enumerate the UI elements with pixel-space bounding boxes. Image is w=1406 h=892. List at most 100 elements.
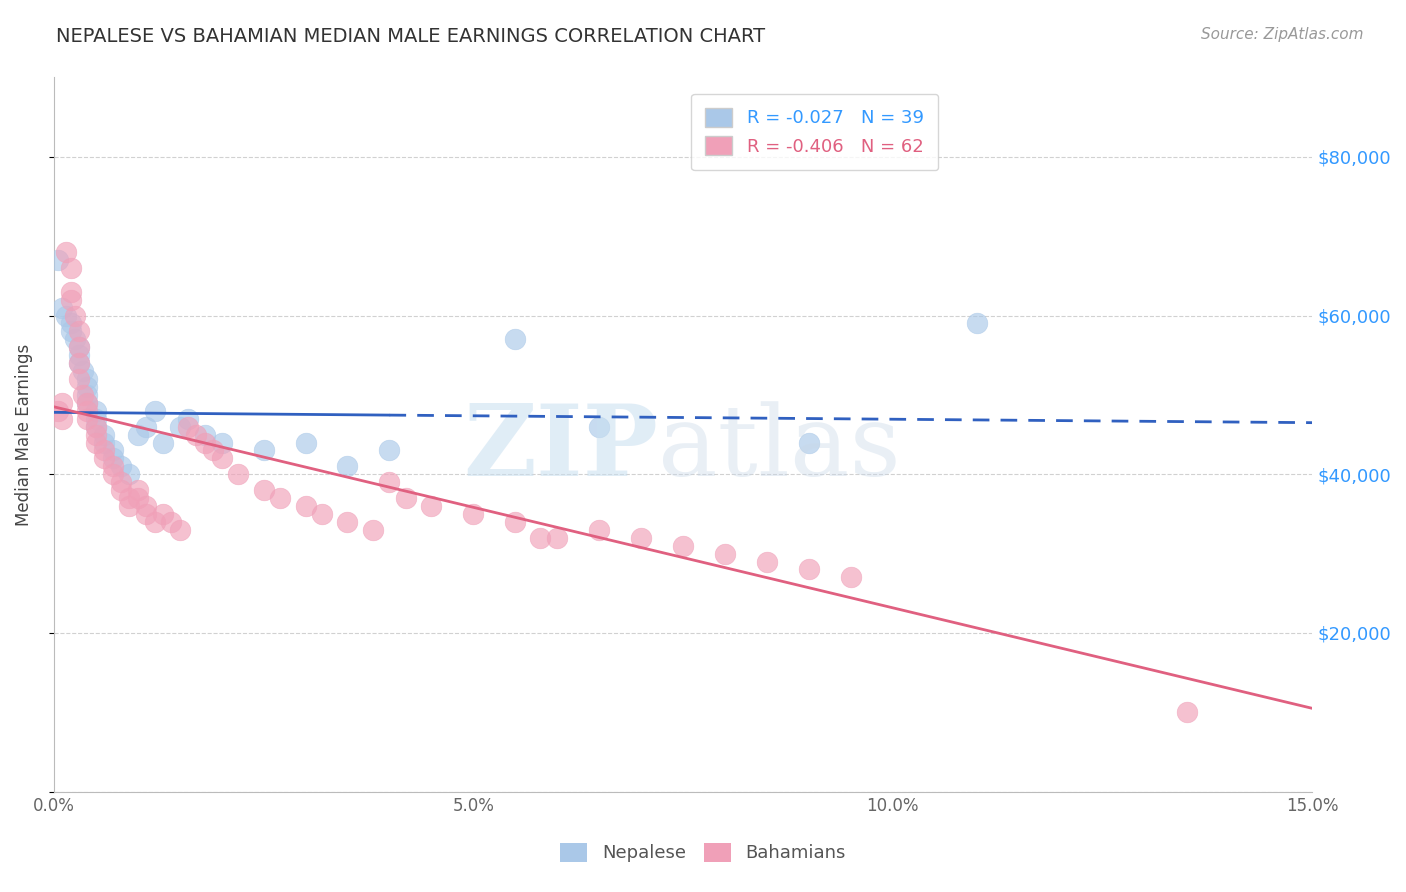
Point <box>160 515 183 529</box>
Point <box>505 515 527 529</box>
Point <box>211 435 233 450</box>
Point <box>378 443 401 458</box>
Point <box>76 380 98 394</box>
Point <box>177 411 200 425</box>
Point <box>93 443 115 458</box>
Point <box>378 475 401 490</box>
Point <box>361 523 384 537</box>
Y-axis label: Median Male Earnings: Median Male Earnings <box>15 343 32 525</box>
Point <box>76 396 98 410</box>
Point <box>966 317 988 331</box>
Point <box>177 419 200 434</box>
Point <box>67 372 90 386</box>
Point <box>839 570 862 584</box>
Point <box>169 419 191 434</box>
Point <box>143 403 166 417</box>
Point <box>46 252 69 267</box>
Point <box>1175 706 1198 720</box>
Point <box>797 562 820 576</box>
Point <box>51 411 73 425</box>
Point <box>294 435 316 450</box>
Point <box>169 523 191 537</box>
Point <box>127 483 149 497</box>
Point <box>118 499 141 513</box>
Point <box>797 435 820 450</box>
Point <box>672 539 695 553</box>
Point <box>101 459 124 474</box>
Text: Source: ZipAtlas.com: Source: ZipAtlas.com <box>1201 27 1364 42</box>
Point <box>420 499 443 513</box>
Point <box>67 325 90 339</box>
Point <box>135 507 157 521</box>
Point <box>463 507 485 521</box>
Point <box>152 435 174 450</box>
Point <box>127 491 149 505</box>
Point <box>59 260 82 275</box>
Point <box>63 332 86 346</box>
Point <box>72 388 94 402</box>
Point <box>93 451 115 466</box>
Point <box>294 499 316 513</box>
Point <box>59 325 82 339</box>
Point <box>714 547 737 561</box>
Point <box>51 301 73 315</box>
Point <box>252 483 274 497</box>
Point <box>76 411 98 425</box>
Point <box>67 348 90 362</box>
Point <box>93 427 115 442</box>
Point <box>55 309 77 323</box>
Point <box>529 531 551 545</box>
Point <box>588 523 610 537</box>
Point <box>118 491 141 505</box>
Point <box>67 340 90 354</box>
Point <box>46 403 69 417</box>
Point <box>76 388 98 402</box>
Point <box>59 293 82 307</box>
Point <box>55 245 77 260</box>
Point <box>505 332 527 346</box>
Point <box>101 443 124 458</box>
Legend: R = -0.027   N = 39, R = -0.406   N = 62: R = -0.027 N = 39, R = -0.406 N = 62 <box>690 94 938 170</box>
Point <box>84 427 107 442</box>
Text: ZIP: ZIP <box>463 401 658 498</box>
Point <box>84 419 107 434</box>
Point <box>588 419 610 434</box>
Text: NEPALESE VS BAHAMIAN MEDIAN MALE EARNINGS CORRELATION CHART: NEPALESE VS BAHAMIAN MEDIAN MALE EARNING… <box>56 27 765 45</box>
Point <box>211 451 233 466</box>
Point <box>194 435 217 450</box>
Point <box>110 459 132 474</box>
Point <box>84 403 107 417</box>
Point <box>84 419 107 434</box>
Point <box>228 467 250 482</box>
Point <box>269 491 291 505</box>
Point <box>118 467 141 482</box>
Point <box>395 491 418 505</box>
Point <box>756 555 779 569</box>
Point <box>186 427 208 442</box>
Point <box>252 443 274 458</box>
Point <box>101 467 124 482</box>
Point <box>72 364 94 378</box>
Point <box>202 443 225 458</box>
Point <box>76 403 98 417</box>
Point <box>152 507 174 521</box>
Point <box>93 435 115 450</box>
Point <box>194 427 217 442</box>
Point <box>51 396 73 410</box>
Point <box>336 515 359 529</box>
Point <box>67 356 90 370</box>
Point <box>84 435 107 450</box>
Point <box>143 515 166 529</box>
Point <box>546 531 568 545</box>
Text: atlas: atlas <box>658 401 901 497</box>
Point <box>59 317 82 331</box>
Point <box>135 499 157 513</box>
Point <box>127 427 149 442</box>
Point <box>84 411 107 425</box>
Point <box>76 396 98 410</box>
Point <box>101 451 124 466</box>
Point <box>135 419 157 434</box>
Point <box>76 372 98 386</box>
Point <box>110 475 132 490</box>
Point <box>67 340 90 354</box>
